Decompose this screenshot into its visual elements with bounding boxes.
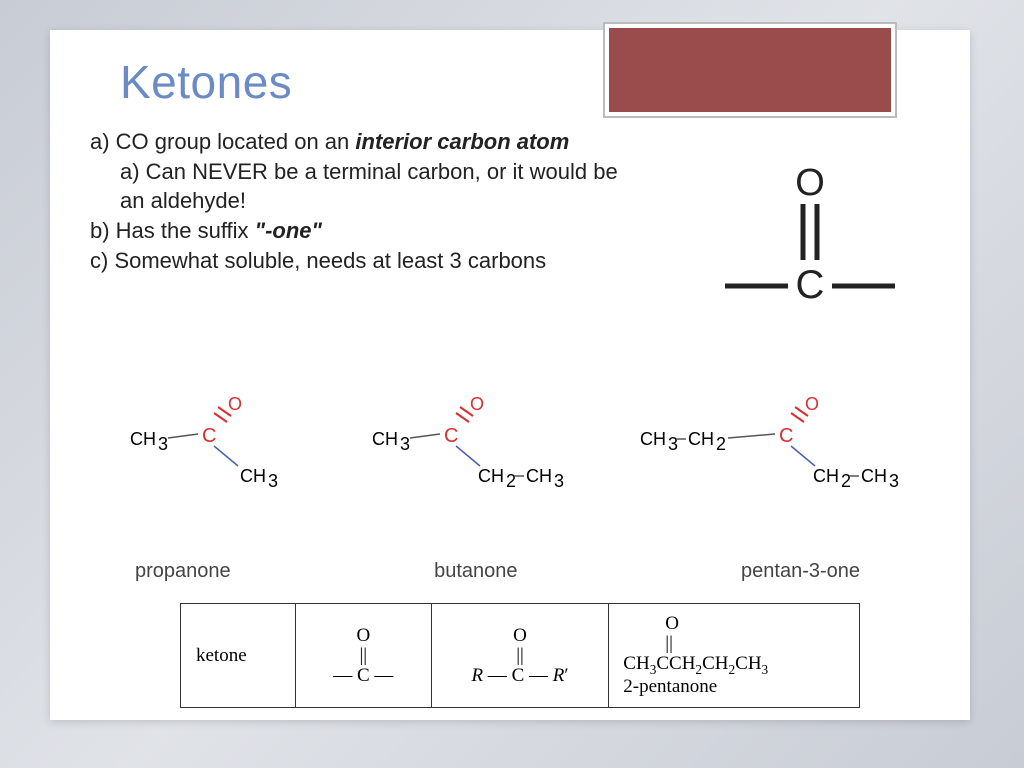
summary-table: ketone O||— C — O||R — C — R′ O || CH3CC… [180,603,860,708]
svg-text:CH: CH [688,429,714,449]
accent-box [605,24,895,116]
table-row: ketone O||— C — O||R — C — R′ O || CH3CC… [181,604,860,708]
svg-text:O: O [795,162,825,204]
molecule-names: propanone butanone pentan-3-one [110,560,930,583]
svg-text:C: C [796,263,825,307]
cell-general1: O||— C — [295,604,431,708]
name-pentanone: pentan-3-one [741,560,860,583]
svg-text:CH: CH [526,466,552,486]
bullet-b-bold: "-one" [255,218,322,243]
carbonyl-structure-icon: O C [710,160,910,340]
bullet-a-bold: interior carbon atom [355,129,569,154]
svg-text:3: 3 [889,471,899,491]
svg-text:C: C [779,425,793,447]
svg-text:O: O [228,394,242,414]
molecule-pentanone: O C CH 3 CH 2 CH 2 CH 3 [630,390,930,510]
bullet-a-pre: a) CO group located on an [90,129,355,154]
bullet-b-pre: b) Has the suffix [90,218,255,243]
svg-text:CH: CH [130,429,156,449]
bullet-c: c) Somewhat soluble, needs at least 3 ca… [90,246,630,276]
bullet-list: a) CO group located on an interior carbo… [90,127,630,275]
bullet-a: a) CO group located on an interior carbo… [90,127,630,157]
svg-text:CH: CH [861,466,887,486]
svg-text:2: 2 [841,471,851,491]
svg-text:3: 3 [400,434,410,454]
name-propanone: propanone [135,560,231,583]
slide: Ketones a) CO group located on an interi… [50,30,970,720]
svg-text:CH: CH [478,466,504,486]
bullet-a-sub: a) Can NEVER be a terminal carbon, or it… [120,157,630,216]
example-name: 2-pentanone [623,676,717,697]
molecule-butanone: O C CH 3 CH 2 CH 3 [350,390,590,510]
svg-text:CH: CH [813,466,839,486]
svg-text:CH: CH [372,429,398,449]
svg-text:3: 3 [668,434,678,454]
bullet-b: b) Has the suffix "-one" [90,216,630,246]
svg-text:O: O [805,394,819,414]
svg-text:3: 3 [268,471,278,491]
svg-text:CH: CH [640,429,666,449]
cell-general2: O||R — C — R′ [431,604,609,708]
name-butanone: butanone [434,560,517,583]
cell-label: ketone [181,604,296,708]
svg-text:2: 2 [506,471,516,491]
svg-text:3: 3 [554,471,564,491]
svg-text:CH: CH [240,466,266,486]
svg-text:C: C [444,425,458,447]
svg-text:C: C [202,425,216,447]
svg-text:3: 3 [158,434,168,454]
svg-text:2: 2 [716,434,726,454]
molecule-propanone: O C CH 3 CH 3 [110,390,310,510]
cell-example: O || CH3CCH2CH2CH3 2-pentanone [609,604,860,708]
svg-text:O: O [470,394,484,414]
molecules-row: O C CH 3 CH 3 O C CH 3 [110,390,930,530]
